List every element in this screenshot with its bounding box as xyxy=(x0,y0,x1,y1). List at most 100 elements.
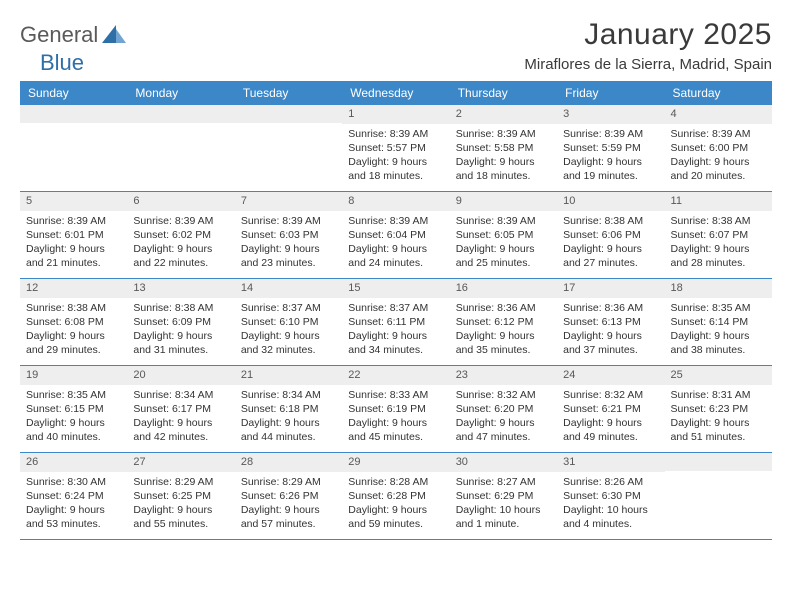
day-number: 6 xyxy=(127,192,234,211)
day-number: 20 xyxy=(127,366,234,385)
day-number xyxy=(127,105,234,123)
cell-line: Sunrise: 8:39 AM xyxy=(133,214,228,228)
calendar-cell: 1Sunrise: 8:39 AMSunset: 5:57 PMDaylight… xyxy=(342,105,449,191)
logo-text-general: General xyxy=(20,22,98,48)
calendar-cell: 5Sunrise: 8:39 AMSunset: 6:01 PMDaylight… xyxy=(20,192,127,278)
cell-line: Sunrise: 8:29 AM xyxy=(133,475,228,489)
cell-line: Sunset: 6:08 PM xyxy=(26,315,121,329)
cell-line: Sunset: 6:04 PM xyxy=(348,228,443,242)
cell-line: Daylight: 9 hours xyxy=(348,329,443,343)
weekday-header: Friday xyxy=(557,81,664,105)
calendar-cell: 19Sunrise: 8:35 AMSunset: 6:15 PMDayligh… xyxy=(20,366,127,452)
cell-line: Sunrise: 8:39 AM xyxy=(26,214,121,228)
cell-line: Sunrise: 8:34 AM xyxy=(241,388,336,402)
calendar-cell: 31Sunrise: 8:26 AMSunset: 6:30 PMDayligh… xyxy=(557,453,664,539)
cell-line: Sunset: 6:21 PM xyxy=(563,402,658,416)
cell-line: and 27 minutes. xyxy=(563,256,658,270)
cell-line: Sunset: 6:13 PM xyxy=(563,315,658,329)
cell-line: and 22 minutes. xyxy=(133,256,228,270)
day-number: 5 xyxy=(20,192,127,211)
cell-line: Sunset: 6:14 PM xyxy=(671,315,766,329)
day-number: 27 xyxy=(127,453,234,472)
cell-line: Daylight: 9 hours xyxy=(563,416,658,430)
calendar-week: 12Sunrise: 8:38 AMSunset: 6:08 PMDayligh… xyxy=(20,279,772,366)
cell-line: Sunset: 5:57 PM xyxy=(348,141,443,155)
day-number: 25 xyxy=(665,366,772,385)
calendar-cell: 3Sunrise: 8:39 AMSunset: 5:59 PMDaylight… xyxy=(557,105,664,191)
cell-line: and 24 minutes. xyxy=(348,256,443,270)
day-number: 30 xyxy=(450,453,557,472)
cell-line: Sunset: 6:20 PM xyxy=(456,402,551,416)
cell-line: Daylight: 9 hours xyxy=(563,242,658,256)
cell-line: Sunset: 6:25 PM xyxy=(133,489,228,503)
cell-line: and 29 minutes. xyxy=(26,343,121,357)
cell-line: Daylight: 9 hours xyxy=(133,329,228,343)
logo-text-blue-wrap: Blue xyxy=(40,50,84,76)
cell-line: Sunrise: 8:39 AM xyxy=(456,127,551,141)
cell-line: Daylight: 9 hours xyxy=(456,242,551,256)
day-number xyxy=(20,105,127,123)
cell-line: and 45 minutes. xyxy=(348,430,443,444)
calendar-cell: 8Sunrise: 8:39 AMSunset: 6:04 PMDaylight… xyxy=(342,192,449,278)
day-number: 13 xyxy=(127,279,234,298)
day-number xyxy=(235,105,342,123)
calendar-cell: 16Sunrise: 8:36 AMSunset: 6:12 PMDayligh… xyxy=(450,279,557,365)
cell-line: Daylight: 9 hours xyxy=(456,416,551,430)
cell-line: Sunset: 6:00 PM xyxy=(671,141,766,155)
cell-line: and 32 minutes. xyxy=(241,343,336,357)
calendar-cell: 24Sunrise: 8:32 AMSunset: 6:21 PMDayligh… xyxy=(557,366,664,452)
cell-line: Sunrise: 8:38 AM xyxy=(133,301,228,315)
cell-line: and 1 minute. xyxy=(456,517,551,531)
logo-triangle-icon xyxy=(102,25,126,48)
cell-line: and 4 minutes. xyxy=(563,517,658,531)
calendar-cell: 21Sunrise: 8:34 AMSunset: 6:18 PMDayligh… xyxy=(235,366,342,452)
cell-line: Daylight: 9 hours xyxy=(348,155,443,169)
cell-line: Daylight: 9 hours xyxy=(133,503,228,517)
cell-line: Sunrise: 8:38 AM xyxy=(26,301,121,315)
day-number: 24 xyxy=(557,366,664,385)
cell-line: and 28 minutes. xyxy=(671,256,766,270)
calendar-cell xyxy=(665,453,772,539)
cell-line: Daylight: 9 hours xyxy=(26,242,121,256)
weekday-header: Monday xyxy=(127,81,234,105)
cell-line: Daylight: 9 hours xyxy=(671,242,766,256)
calendar-cell: 28Sunrise: 8:29 AMSunset: 6:26 PMDayligh… xyxy=(235,453,342,539)
cell-line: Sunset: 6:26 PM xyxy=(241,489,336,503)
cell-line: and 42 minutes. xyxy=(133,430,228,444)
day-number: 22 xyxy=(342,366,449,385)
cell-line: Sunrise: 8:34 AM xyxy=(133,388,228,402)
day-number: 12 xyxy=(20,279,127,298)
cell-line: Daylight: 9 hours xyxy=(241,416,336,430)
cell-line: Daylight: 10 hours xyxy=(456,503,551,517)
cell-line: Daylight: 9 hours xyxy=(241,503,336,517)
cell-line: Sunrise: 8:39 AM xyxy=(241,214,336,228)
calendar-cell: 22Sunrise: 8:33 AMSunset: 6:19 PMDayligh… xyxy=(342,366,449,452)
calendar-cell: 23Sunrise: 8:32 AMSunset: 6:20 PMDayligh… xyxy=(450,366,557,452)
weekday-header: Tuesday xyxy=(235,81,342,105)
cell-line: Sunrise: 8:28 AM xyxy=(348,475,443,489)
cell-line: Sunrise: 8:26 AM xyxy=(563,475,658,489)
cell-line: Sunrise: 8:39 AM xyxy=(348,214,443,228)
cell-line: and 49 minutes. xyxy=(563,430,658,444)
cell-line: Sunrise: 8:33 AM xyxy=(348,388,443,402)
cell-line: and 23 minutes. xyxy=(241,256,336,270)
day-number: 3 xyxy=(557,105,664,124)
calendar-week: 1Sunrise: 8:39 AMSunset: 5:57 PMDaylight… xyxy=(20,105,772,192)
day-number: 15 xyxy=(342,279,449,298)
cell-line: Daylight: 9 hours xyxy=(671,329,766,343)
cell-line: and 18 minutes. xyxy=(348,169,443,183)
calendar-cell: 26Sunrise: 8:30 AMSunset: 6:24 PMDayligh… xyxy=(20,453,127,539)
page-header: General January 2025 Miraflores de la Si… xyxy=(20,18,772,73)
cell-line: and 20 minutes. xyxy=(671,169,766,183)
cell-line: Sunrise: 8:39 AM xyxy=(456,214,551,228)
cell-line: and 19 minutes. xyxy=(563,169,658,183)
calendar-week: 26Sunrise: 8:30 AMSunset: 6:24 PMDayligh… xyxy=(20,453,772,540)
cell-line: Daylight: 9 hours xyxy=(456,329,551,343)
weekday-header: Saturday xyxy=(665,81,772,105)
cell-line: Sunrise: 8:38 AM xyxy=(671,214,766,228)
cell-line: Sunrise: 8:37 AM xyxy=(348,301,443,315)
cell-line: Sunrise: 8:29 AM xyxy=(241,475,336,489)
cell-line: and 53 minutes. xyxy=(26,517,121,531)
cell-line: Sunrise: 8:36 AM xyxy=(456,301,551,315)
cell-line: Daylight: 9 hours xyxy=(241,242,336,256)
